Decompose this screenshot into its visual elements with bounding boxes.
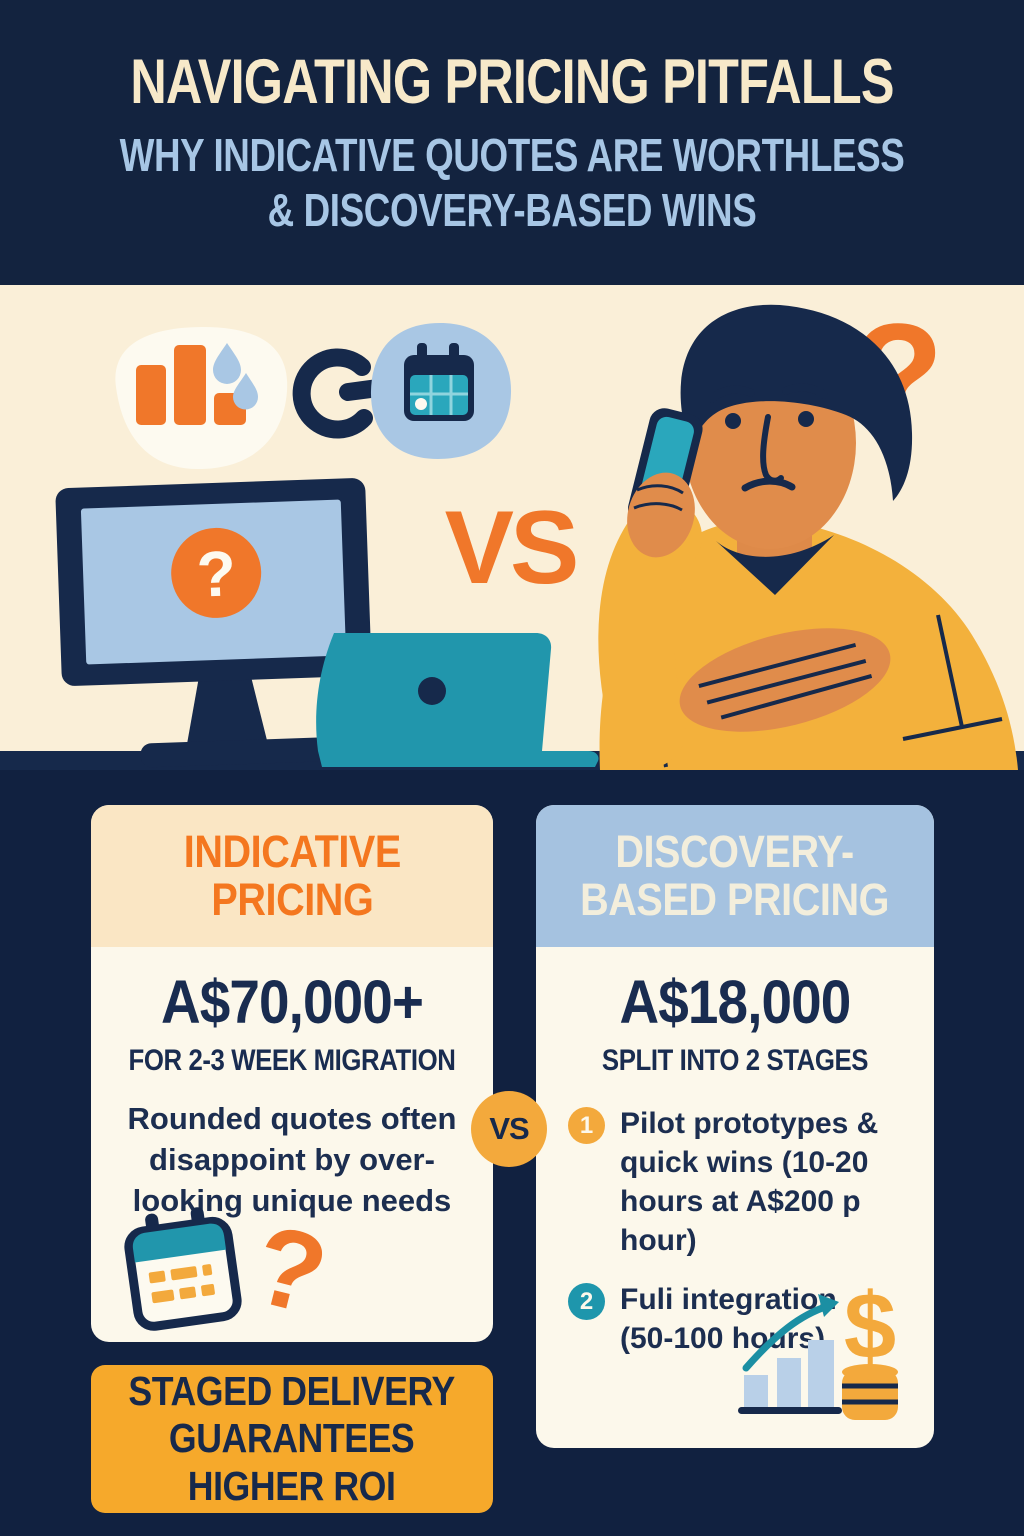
question-circle-icon: ? — [171, 527, 262, 618]
worried-caller-illustration: ? — [598, 292, 1018, 770]
phone-hand — [627, 472, 695, 558]
illustration-canvas: ? VS ? — [0, 292, 1024, 770]
tilted-calendar-icon — [124, 1207, 242, 1331]
page-title: NAVIGATING PRICING PITFALLS — [130, 47, 894, 117]
calendar-question-icon: ? — [124, 1204, 339, 1338]
discovery-pricing-card: DISCOVERY- BASED PRICING A$18,000 SPLIT … — [536, 805, 934, 1448]
monitor-icon: ? — [55, 478, 372, 768]
coins-icon — [842, 1364, 898, 1420]
chest-hand — [679, 628, 891, 732]
vs-badge: VS — [471, 1091, 547, 1167]
discovery-card-title: DISCOVERY- BASED PRICING — [580, 825, 890, 925]
indicative-description: Rounded quotes often disappoint by over-… — [127, 1101, 457, 1219]
comparison-section: INDICATIVE PRICING A$70,000+ FOR 2-3 WEE… — [0, 770, 1024, 1536]
indicative-pricing-card: INDICATIVE PRICING A$70,000+ FOR 2-3 WEE… — [91, 805, 493, 1342]
dollar-icon: $ — [844, 1282, 896, 1378]
bar-chart-icon — [115, 327, 288, 469]
roi-banner: STAGED DELIVERY GUARANTEES HIGHER ROI — [91, 1365, 493, 1513]
stage-2-badge: 2 — [568, 1283, 605, 1320]
discovery-card-header: DISCOVERY- BASED PRICING — [536, 805, 934, 947]
indicative-price-caption: FOR 2-3 WEEK MIGRATION — [128, 1044, 456, 1077]
page-subtitle: WHY INDICATIVE QUOTES ARE WORTHLESS & DI… — [119, 129, 905, 237]
indicative-price: A$70,000+ — [160, 968, 424, 1036]
discovery-price: A$18,000 — [619, 968, 852, 1036]
illustration-section: ? VS ? — [0, 285, 1024, 770]
monitor-question-mark: ? — [195, 537, 237, 610]
stage-row-1: 1 Pilot prototypes & quick wins (10-20 h… — [568, 1104, 934, 1260]
stage-1-badge: 1 — [568, 1107, 605, 1144]
trend-arrow-icon — [742, 1294, 839, 1372]
vs-text: VS — [445, 490, 576, 606]
header-section: NAVIGATING PRICING PITFALLS WHY INDICATI… — [0, 0, 1024, 285]
discovery-price-caption: SPLIT INTO 2 STAGES — [601, 1044, 869, 1077]
calendar-icon — [370, 323, 512, 459]
raised-arm — [598, 499, 702, 768]
indicative-card-header: INDICATIVE PRICING — [91, 805, 493, 947]
hair — [680, 304, 913, 501]
card-question-mark: ? — [242, 1204, 339, 1338]
chart-baseline — [738, 1407, 842, 1414]
roi-banner-text: STAGED DELIVERY GUARANTEES HIGHER ROI — [128, 1368, 456, 1509]
indicative-card-title: INDICATIVE PRICING — [183, 825, 401, 925]
chart-bars — [744, 1340, 834, 1407]
collar — [716, 535, 834, 595]
growth-chart-icon: $ — [738, 1282, 898, 1420]
laptop-icon — [316, 633, 599, 767]
stage-1-text: Pilot prototypes & quick wins (10-20 hou… — [620, 1107, 879, 1257]
water-drops-icon — [213, 343, 258, 410]
